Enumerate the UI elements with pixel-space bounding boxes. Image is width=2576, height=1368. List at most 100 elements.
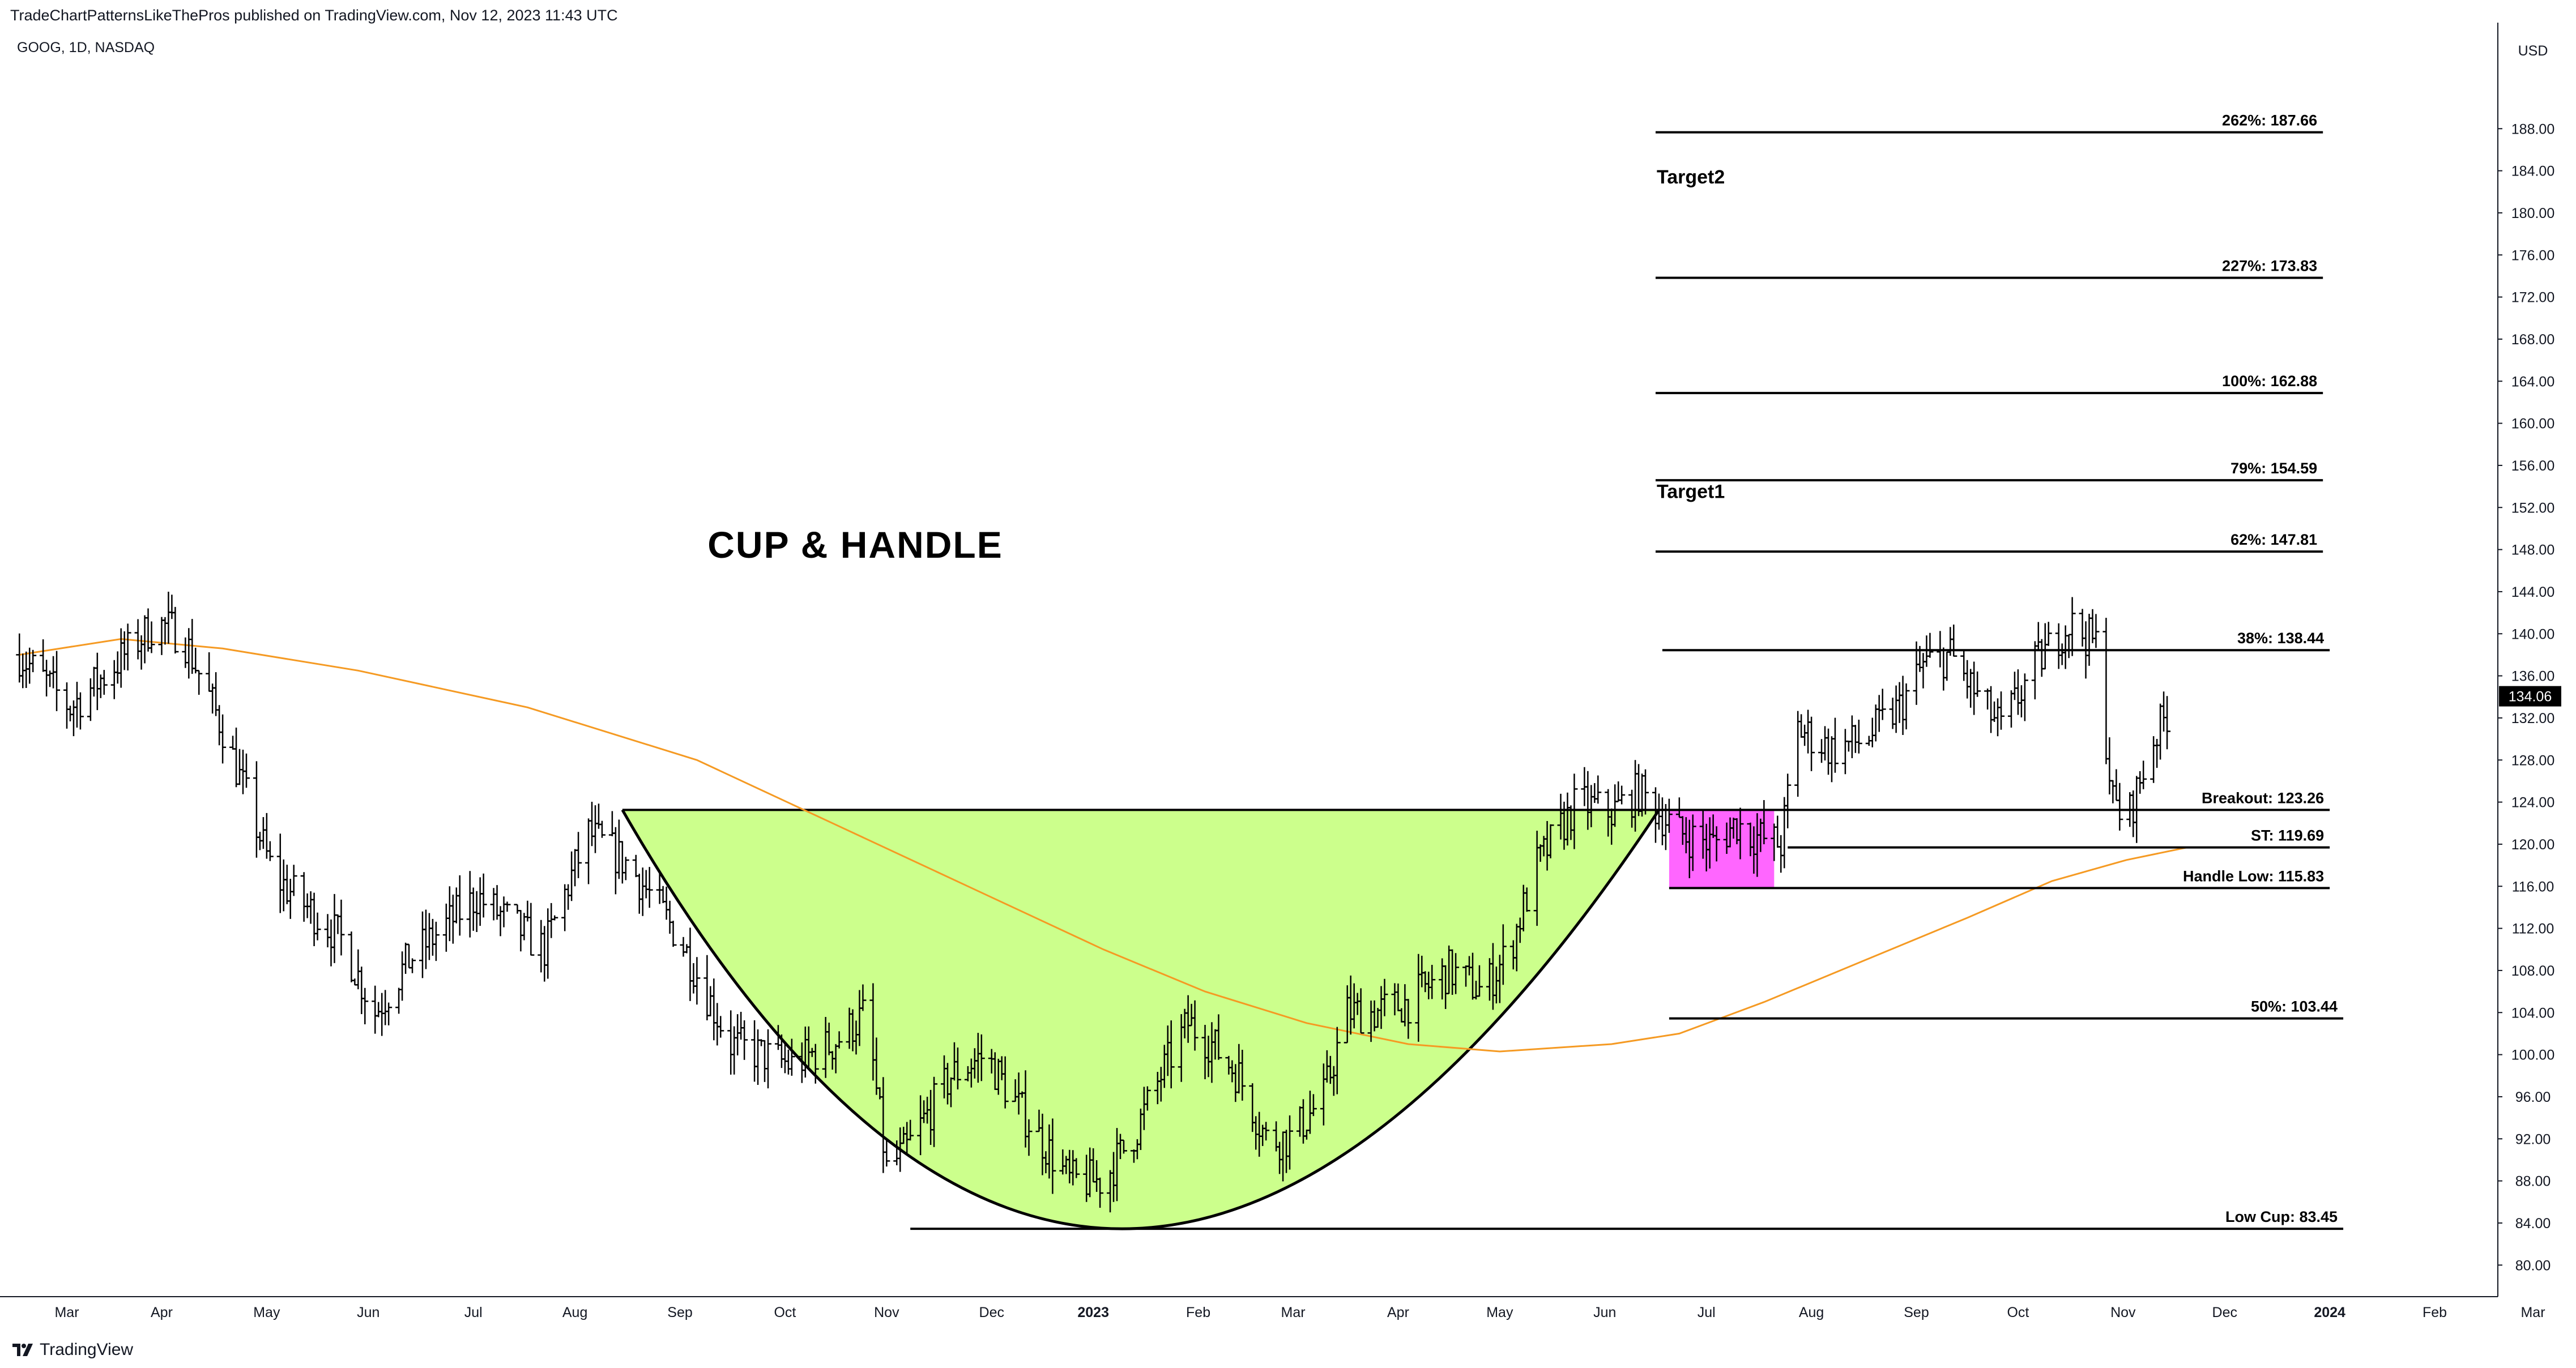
- level-label: 62%: 147.81: [2230, 531, 2317, 548]
- ohlc-bar: [2018, 685, 2025, 717]
- ohlc-bar: [87, 678, 94, 721]
- ohlc-bar: [442, 903, 450, 952]
- x-tick-label: Apr: [151, 1305, 173, 1320]
- x-tick-label: Mar: [2520, 1305, 2545, 1320]
- ohlc-bar: [327, 919, 335, 967]
- ohlc-bar: [134, 619, 142, 660]
- ohlc-bar: [2106, 737, 2113, 795]
- ohlc-bar: [23, 651, 30, 688]
- ohlc-bar: [1286, 1115, 1294, 1170]
- ohlc-bar: [1920, 653, 1927, 689]
- x-tick-label: Jul: [1698, 1305, 1716, 1320]
- ohlc-bar: [859, 984, 867, 1011]
- ohlc-bar: [2109, 780, 2117, 803]
- publisher-header: TradeChartPatternsLikeThePros published …: [10, 7, 618, 24]
- ohlc-bar: [568, 851, 575, 901]
- ohlc-bar: [1964, 660, 1971, 699]
- ohlc-bar: [1642, 769, 1649, 815]
- ohlc-bar: [53, 651, 61, 711]
- level-label: Low Cup: 83.45: [2225, 1208, 2338, 1225]
- ohlc-bar: [307, 891, 314, 924]
- ohlc-bar: [784, 1049, 792, 1075]
- ohlc-bar: [527, 903, 535, 956]
- y-tick-label: 88.00: [2515, 1174, 2551, 1190]
- ohlc-bar: [504, 901, 511, 912]
- x-tick-label: Sep: [667, 1305, 692, 1320]
- ohlc-bar: [158, 617, 165, 655]
- y-tick-label: 188.00: [2511, 121, 2554, 137]
- ohlc-bar: [456, 875, 463, 936]
- ohlc-bar: [361, 987, 369, 1024]
- ohlc-bar: [2160, 691, 2168, 732]
- x-tick-label: Jun: [357, 1305, 379, 1320]
- ohlc-bar: [1852, 725, 1859, 753]
- ohlc-bar: [1049, 1118, 1056, 1194]
- x-tick-label: Sep: [1904, 1305, 1929, 1320]
- ohlc-bar: [406, 943, 413, 969]
- y-tick-label: 120.00: [2511, 837, 2554, 853]
- ohlc-bar: [717, 1016, 724, 1038]
- ohlc-bar: [551, 915, 558, 921]
- ohlc-bar: [1784, 773, 1792, 828]
- moving-average-line: [19, 638, 2188, 1053]
- y-tick-label: 100.00: [2511, 1048, 2554, 1063]
- ohlc-bar: [1994, 698, 2002, 737]
- ohlc-bar: [1760, 800, 1768, 844]
- ohlc-bar: [117, 628, 125, 688]
- ohlc-bar: [185, 628, 193, 679]
- level-label: 100%: 162.88: [2222, 373, 2317, 390]
- ohlc-bar: [693, 957, 701, 1005]
- ohlc-bar: [2041, 623, 2049, 670]
- ohlc-bar: [233, 728, 240, 788]
- ohlc-bar: [1618, 785, 1626, 805]
- ohlc-bar: [1896, 682, 1903, 723]
- ohlc-bar: [144, 608, 152, 652]
- symbol-label[interactable]: GOOG, 1D, NASDAQ: [17, 40, 155, 55]
- ohlc-bar: [1801, 724, 1809, 746]
- ohlc-bar: [66, 706, 74, 721]
- ohlc-bar: [29, 649, 37, 673]
- ohlc-bar: [1798, 714, 1805, 738]
- ohlc-bar: [622, 857, 629, 880]
- ohlc-bar: [63, 682, 70, 729]
- ohlc-bar: [263, 813, 270, 859]
- ohlc-bar: [216, 705, 223, 746]
- ohlc-bar: [240, 750, 246, 794]
- ohlc-bar: [229, 736, 237, 750]
- tradingview-logo-icon[interactable]: [11, 1341, 34, 1358]
- y-tick-label: 128.00: [2511, 753, 2554, 768]
- ohlc-bar: [2035, 622, 2042, 651]
- level-label: 38%: 138.44: [2237, 630, 2324, 647]
- y-tick-label: 148.00: [2511, 542, 2554, 558]
- ohlc-bar: [314, 912, 321, 940]
- x-tick-label: Nov: [874, 1305, 899, 1320]
- ohlc-bar: [615, 819, 622, 879]
- ohlc-bar: [331, 894, 338, 963]
- ohlc-bar: [572, 849, 579, 887]
- ohlc-bar: [1831, 717, 1839, 773]
- ohlc-bar: [608, 811, 616, 836]
- ohlc-bar: [1167, 1020, 1175, 1089]
- level-label: 79%: 154.59: [2230, 460, 2317, 477]
- ohlc-bar: [402, 942, 410, 974]
- ohlc-bar: [1689, 814, 1696, 871]
- y-tick-label: 92.00: [2515, 1131, 2551, 1147]
- ohlc-bar: [517, 910, 524, 952]
- x-tick-label: Mar: [54, 1305, 79, 1320]
- x-tick-label: Dec: [979, 1305, 1004, 1320]
- cup-fill: [622, 810, 1659, 1229]
- ohlc-bar: [680, 937, 687, 957]
- ohlc-bar: [561, 884, 569, 931]
- ohlc-bar: [1635, 764, 1643, 816]
- ohlc-bar: [287, 878, 294, 919]
- x-tick-label: Dec: [2212, 1305, 2237, 1320]
- ohlc-bar: [931, 1076, 938, 1147]
- ohlc-bar: [168, 595, 176, 619]
- ohlc-bar: [636, 874, 643, 914]
- ohlc-bar: [382, 990, 389, 1025]
- y-tick-label: 144.00: [2511, 584, 2554, 600]
- ohlc-bar: [731, 1026, 738, 1075]
- x-tick-label: Nov: [2110, 1305, 2136, 1320]
- target-label: Target1: [1657, 481, 1725, 503]
